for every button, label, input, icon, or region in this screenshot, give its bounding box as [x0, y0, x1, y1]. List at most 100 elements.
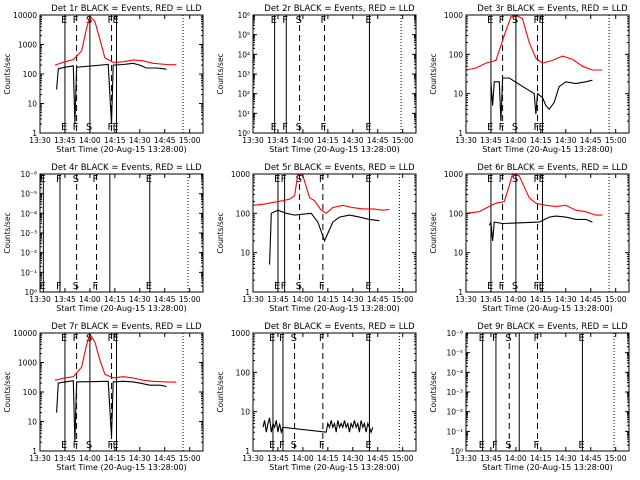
- y-tick-label: 10⁴: [237, 50, 250, 59]
- marker-label-top: F: [319, 174, 325, 185]
- plot-frame: [465, 14, 630, 134]
- x-tick-label: 15:00: [179, 454, 201, 463]
- x-tick-label: 14:15: [530, 295, 552, 304]
- x-tick-label: 14:00: [292, 295, 314, 304]
- panel-1: Det 1r BLACK = Events, RED = LLDEEFFSSFF…: [3, 4, 204, 154]
- lld-rate-line: [465, 173, 603, 216]
- marker-label-bottom: S: [296, 122, 302, 133]
- panel-title: Det 3r BLACK = Events, RED = LLD: [477, 4, 628, 14]
- marker-label-bottom: E: [146, 281, 152, 292]
- y-tick-label: 1000: [18, 359, 37, 368]
- marker-label-top: F: [319, 333, 325, 344]
- x-axis-label: Start Time (20-Aug-15 13:28:00): [269, 463, 400, 472]
- x-tick-label: 13:30: [455, 136, 477, 145]
- x-tick-label: 14:45: [154, 454, 176, 463]
- y-tick-label: 10000: [13, 11, 37, 20]
- marker-label-bottom: F: [321, 122, 327, 133]
- marker-label-top: F: [499, 174, 505, 185]
- y-tick-label: 10⁻¹: [446, 427, 463, 436]
- marker-label-top: S: [73, 174, 79, 185]
- y-tick-label: 1000: [18, 41, 37, 50]
- x-tick-label: 15:00: [179, 295, 201, 304]
- marker-label-bottom: F: [492, 440, 498, 451]
- marker-label-bottom: S: [86, 440, 92, 451]
- x-tick-label: 15:00: [605, 454, 627, 463]
- marker-label-top: S: [505, 333, 511, 344]
- x-tick-label: 14:15: [317, 136, 339, 145]
- x-tick-label: 13:45: [480, 295, 502, 304]
- x-axis-label: Start Time (20-Aug-15 13:28:00): [56, 304, 187, 313]
- marker-label-bottom: E: [113, 440, 119, 451]
- marker-label-top: E: [487, 15, 493, 26]
- y-tick-label: 100: [236, 368, 251, 377]
- marker-label-top: E: [61, 333, 67, 344]
- x-tick-label: 13:30: [242, 295, 264, 304]
- x-tick-label: 13:45: [480, 454, 502, 463]
- marker-label-bottom: E: [365, 281, 371, 292]
- x-tick-label: 14:30: [342, 136, 364, 145]
- marker-label-top: F: [492, 333, 498, 344]
- panel-title: Det 7r BLACK = Events, RED = LLD: [51, 322, 202, 332]
- y-tick-label: 1: [32, 129, 37, 138]
- x-tick-label: 14:15: [317, 295, 339, 304]
- x-axis-label: Start Time (20-Aug-15 13:28:00): [56, 145, 187, 154]
- marker-label-top: E: [365, 174, 371, 185]
- y-axis-label: Counts/sec: [216, 212, 225, 253]
- x-tick-label: 14:45: [580, 136, 602, 145]
- marker-label-top: E: [487, 174, 493, 185]
- panel-title: Det 6r BLACK = Events, RED = LLD: [477, 163, 628, 173]
- x-tick-label: 13:45: [480, 136, 502, 145]
- x-tick-label: 14:15: [317, 454, 339, 463]
- y-tick-label: 10⁰: [450, 447, 463, 456]
- marker-label-bottom: E: [39, 281, 45, 292]
- marker-label-bottom: F: [319, 281, 325, 292]
- marker-label-top: F: [108, 333, 114, 344]
- x-tick-label: 14:15: [104, 136, 126, 145]
- marker-label-bottom: F: [73, 440, 79, 451]
- y-tick-label: 10: [240, 249, 250, 258]
- y-axis-label: Counts/sec: [429, 212, 438, 253]
- marker-label-bottom: F: [282, 122, 288, 133]
- y-tick-label: 10²: [237, 90, 250, 99]
- plot-frame: [252, 173, 417, 293]
- y-tick-label: 10⁻¹: [20, 268, 37, 277]
- y-tick-label: 10: [27, 418, 37, 427]
- panel-8: Det 8r BLACK = Events, RED = LLDEEFFSSFF…: [216, 322, 417, 472]
- x-axis-label: Start Time (20-Aug-15 13:28:00): [482, 463, 613, 472]
- y-tick-label: 10⁻²: [446, 408, 463, 417]
- y-axis-label: Counts/sec: [3, 53, 12, 94]
- x-tick-label: 15:00: [605, 136, 627, 145]
- marker-label-bottom: F: [279, 440, 285, 451]
- marker-label-top: E: [271, 15, 277, 26]
- x-tick-label: 15:00: [392, 136, 414, 145]
- marker-label-bottom: F: [108, 122, 114, 133]
- panel-title: Det 8r BLACK = Events, RED = LLD: [264, 322, 415, 332]
- y-tick-label: 1: [458, 288, 463, 297]
- y-tick-label: 100: [449, 209, 464, 218]
- y-tick-label: 100: [449, 50, 464, 59]
- marker-label-bottom: E: [61, 122, 67, 133]
- panel-title: Det 4r BLACK = Events, RED = LLD: [51, 163, 202, 173]
- x-tick-label: 15:00: [605, 295, 627, 304]
- y-tick-label: 10: [453, 249, 463, 258]
- x-tick-label: 13:30: [242, 454, 264, 463]
- marker-label-top: S: [296, 174, 302, 185]
- marker-label-top: E: [269, 333, 275, 344]
- y-axis-label: Counts/sec: [3, 371, 12, 412]
- marker-label-bottom: S: [73, 281, 79, 292]
- x-tick-label: 14:45: [367, 136, 389, 145]
- plot-frame: [252, 332, 417, 452]
- y-tick-label: 10⁻⁴: [20, 209, 37, 218]
- x-tick-label: 13:30: [29, 454, 51, 463]
- marker-label-bottom: F: [281, 281, 287, 292]
- y-tick-label: 10⁻³: [446, 388, 463, 397]
- marker-label-top: S: [291, 333, 297, 344]
- y-tick-label: 10: [240, 408, 250, 417]
- x-axis-label: Start Time (20-Aug-15 13:28:00): [269, 145, 400, 154]
- y-axis-label: Counts/sec: [429, 371, 438, 412]
- marker-label-top: E: [365, 15, 371, 26]
- marker-label-bottom: E: [578, 440, 584, 451]
- marker-label-top: F: [73, 333, 79, 344]
- x-tick-label: 14:45: [367, 454, 389, 463]
- x-tick-label: 14:45: [580, 295, 602, 304]
